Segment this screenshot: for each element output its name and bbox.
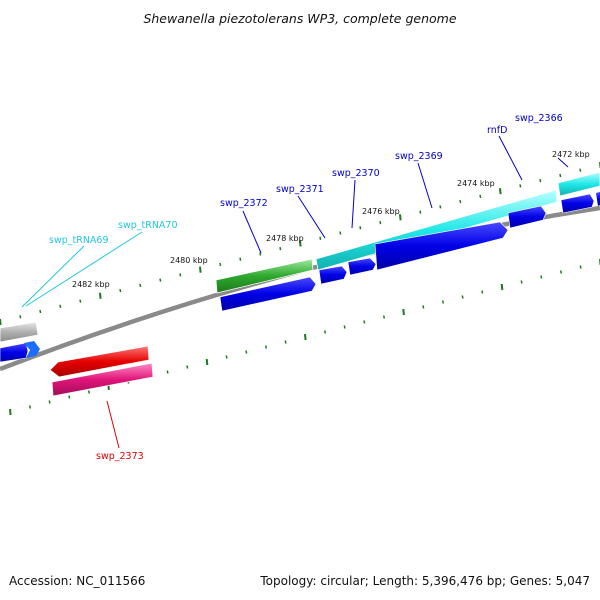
feature-pink-swp-2373[interactable]	[51, 362, 154, 397]
feature-grey-trna[interactable]	[0, 321, 39, 343]
scale-tick-outer	[119, 288, 122, 293]
scale-label-2482: 2482 kbp	[72, 280, 110, 289]
gene-label-swp-2366[interactable]: swp_2366	[515, 113, 563, 124]
scale-tick-inner	[343, 325, 346, 329]
accession-text: Accession: NC_011566	[9, 574, 145, 588]
scale-tick-inner	[284, 340, 287, 344]
scale-tick-outer	[99, 292, 102, 299]
scale-tick-inner	[323, 330, 327, 334]
scale-tick-outer	[159, 278, 162, 282]
scale-tick-outer	[19, 315, 22, 319]
scale-tick-inner	[363, 320, 366, 324]
scale-tick-outer	[79, 299, 82, 303]
scale-tick-outer	[479, 194, 482, 199]
scale-tick-outer	[259, 252, 262, 256]
scale-tick-outer	[419, 210, 422, 214]
scale-tick-outer	[339, 231, 342, 235]
scale-ticks-outer	[0, 162, 600, 326]
feature-cyan-right[interactable]	[557, 171, 600, 197]
cds-arrow-swp-2372[interactable]	[219, 276, 317, 312]
scale-tick-inner	[68, 395, 71, 399]
scale-tick-inner	[461, 295, 464, 299]
gene-label-swp-2372[interactable]: swp_2372	[220, 198, 268, 209]
scale-tick-inner	[402, 308, 405, 316]
scale-tick-inner	[382, 315, 386, 319]
gene-label-swp-trna70[interactable]: swp_tRNA70	[118, 220, 178, 231]
scale-tick-inner	[579, 265, 582, 269]
scale-tick-outer	[439, 205, 442, 209]
scale-label-2474: 2474 kbp	[457, 179, 495, 188]
cds-arrow-swp-2371[interactable]	[318, 265, 348, 285]
label-connectors	[21, 135, 569, 449]
scale-tick-inner	[166, 370, 169, 374]
scale-tick-outer	[0, 318, 2, 326]
scale-tick-inner	[520, 280, 523, 284]
scale-tick-inner	[186, 365, 189, 369]
cds-arrow-swp-2366[interactable]	[560, 193, 595, 214]
scale-tick-inner	[225, 355, 228, 359]
gene-label-rnfd[interactable]: rnfD	[487, 125, 507, 136]
scale-tick-outer	[279, 247, 282, 251]
scale-tick-outer	[519, 184, 522, 188]
scale-tick-outer	[539, 179, 542, 183]
scale-tick-outer	[299, 240, 302, 247]
scale-tick-inner	[481, 290, 484, 294]
genome-summary-text: Topology: circular; Length: 5,396,476 bp…	[259, 574, 590, 588]
scale-tick-outer	[59, 304, 62, 308]
scale-tick-outer	[39, 309, 42, 314]
feature-red-swp-2373[interactable]	[49, 345, 150, 378]
map-title: Shewanella piezotolerans WP3, complete g…	[143, 11, 456, 26]
scale-tick-outer	[559, 173, 562, 178]
scale-tick-inner	[205, 358, 209, 366]
scale-tick-outer	[379, 220, 382, 225]
scale-tick-inner	[422, 305, 425, 309]
scale-tick-inner	[28, 405, 32, 409]
gene-label-swp-2370[interactable]: swp_2370	[332, 168, 380, 179]
scale-label-2480: 2480 kbp	[170, 256, 208, 265]
gene-label-swp-2373[interactable]: swp_2373	[96, 451, 144, 462]
scale-tick-inner	[540, 275, 543, 279]
scale-tick-inner	[500, 283, 504, 291]
cds-arrow-swp-2370[interactable]	[347, 257, 377, 276]
scale-label-2478: 2478 kbp	[266, 234, 304, 243]
scale-tick-inner	[304, 333, 307, 341]
scale-tick-outer	[179, 273, 182, 277]
gene-label-swp-2369[interactable]: swp_2369	[395, 151, 443, 162]
cds-arrow-partial-right[interactable]	[596, 192, 600, 206]
scale-tick-outer	[459, 199, 462, 204]
scale-label-2476: 2476 kbp	[362, 207, 400, 216]
cds-arrow-trna-left[interactable]	[0, 342, 29, 363]
scale-tick-outer	[199, 266, 202, 273]
feature-cyan-left[interactable]	[315, 189, 558, 271]
feature-green-swp-2372[interactable]	[215, 258, 314, 294]
scale-tick-inner	[264, 345, 268, 349]
scale-tick-inner	[9, 408, 12, 416]
scale-tick-outer	[219, 262, 222, 267]
gene-label-swp-2371[interactable]: swp_2371	[276, 184, 324, 195]
gene-label-swp-trna69[interactable]: swp_tRNA69	[49, 235, 109, 246]
scale-tick-inner	[441, 300, 445, 304]
cds-arrow-swp-2369[interactable]	[374, 221, 509, 271]
scale-tick-outer	[239, 257, 242, 261]
cds-arrow-trna-chevrons[interactable]	[24, 341, 40, 358]
scale-tick-inner	[48, 400, 51, 404]
cds-arrow-rnfd[interactable]	[507, 205, 547, 229]
scale-tick-outer	[399, 214, 402, 221]
scale-tick-inner	[87, 390, 91, 394]
scale-tick-inner	[245, 350, 248, 354]
scale-label-2472: 2472 kbp	[552, 150, 590, 159]
scale-tick-outer	[139, 283, 142, 288]
scale-tick-inner	[559, 270, 563, 274]
scale-tick-outer	[579, 168, 582, 172]
scale-tick-outer	[499, 188, 502, 195]
scale-tick-outer	[319, 236, 322, 240]
scale-tick-outer	[359, 226, 362, 230]
